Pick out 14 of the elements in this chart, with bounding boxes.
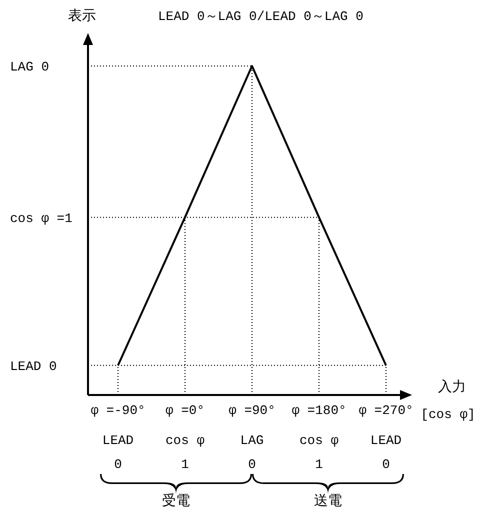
chart-title: LEAD 0～LAG 0/LEAD 0～LAG 0 (158, 9, 364, 24)
x-tick-label: φ =180° cos φ 1 (292, 403, 346, 472)
ref-line-label: LEAD 0 (10, 358, 57, 374)
x-tick-label: φ =90° LAG 0 (228, 403, 276, 472)
y-axis-title: 表示 (68, 8, 96, 25)
x-tick-label: φ =270° LEAD 0 (358, 403, 414, 472)
x-tick-label: φ =0° cos φ 1 (165, 403, 205, 472)
text: 送電 (314, 493, 342, 510)
ref-line-label: cos φ =1 (10, 210, 73, 226)
text: 受電 (162, 493, 190, 510)
ref-line-label: LAG 0 (10, 60, 50, 75)
text: [cos φ] (420, 407, 476, 422)
x-tick-label: φ =-90° LEAD 0 (90, 403, 146, 472)
x-axis-title: 入力 (438, 379, 466, 396)
